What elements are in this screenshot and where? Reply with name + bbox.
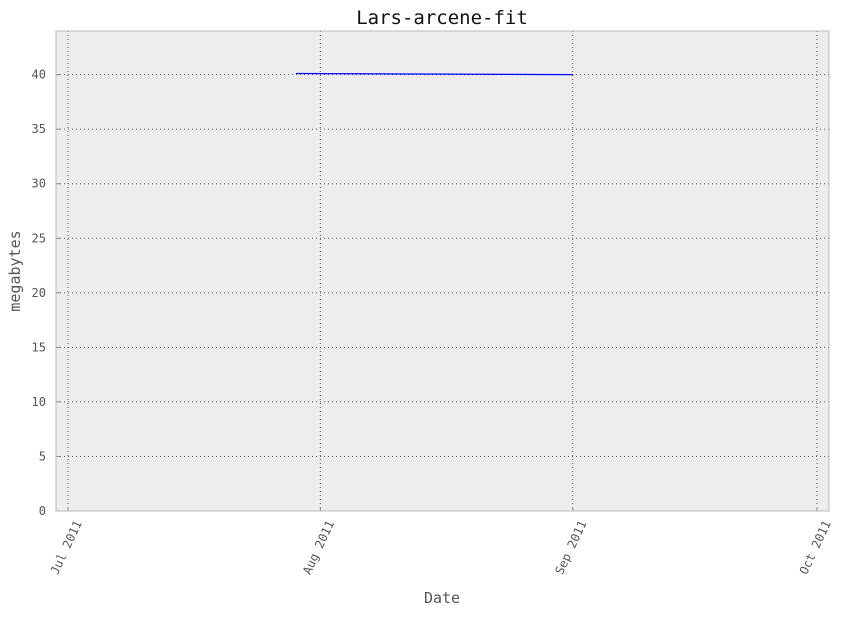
x-tick-label: Oct 2011 [797, 518, 834, 576]
y-tick-label: 25 [32, 231, 46, 245]
x-tick-label: Aug 2011 [300, 518, 337, 576]
plot-frame [55, 30, 830, 512]
y-axis-label: megabytes [6, 230, 24, 311]
plot-area [56, 31, 829, 511]
y-tick-label: 20 [32, 286, 46, 300]
y-tick-label: 10 [32, 395, 46, 409]
y-tick-label: 40 [32, 68, 46, 82]
series-line [295, 72, 573, 76]
chart-title: Lars-arcene-fit [356, 7, 528, 29]
y-tick-label: 15 [32, 340, 46, 354]
y-tick-label: 5 [39, 449, 46, 463]
series-layer [295, 72, 573, 76]
y-tick-label: 0 [39, 504, 46, 518]
x-axis-label: Date [424, 589, 460, 607]
y-tick-label: 30 [32, 177, 46, 191]
grid [56, 31, 829, 512]
y-tick-label: 35 [32, 122, 46, 136]
x-tick-label: Jul 2011 [48, 518, 85, 576]
x-tick-label: Sep 2011 [552, 518, 589, 576]
